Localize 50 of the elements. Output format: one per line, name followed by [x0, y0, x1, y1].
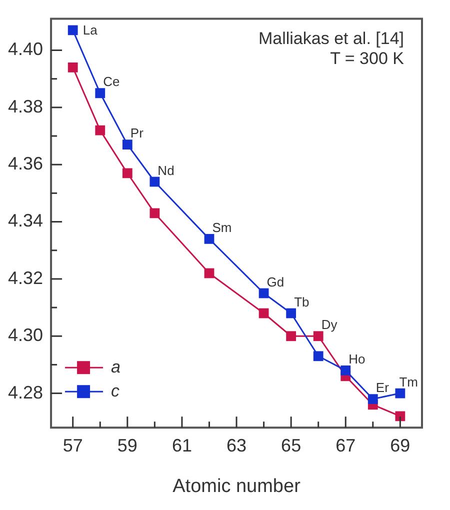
- y-tick-label: 4.34: [8, 210, 44, 231]
- point: [313, 351, 324, 362]
- point: [286, 331, 296, 342]
- point: [204, 268, 214, 278]
- annotation: Ho: [348, 352, 366, 367]
- y-tick-label: 4.36: [8, 154, 44, 174]
- annotation: Gd: [266, 274, 284, 290]
- annotation: La: [82, 22, 98, 38]
- point: [313, 331, 324, 342]
- y-tick-label: 4.40: [8, 39, 44, 60]
- point: [68, 62, 78, 72]
- annotation: Malliakas et al. [14]: [258, 28, 404, 48]
- x-tick-label: 63: [226, 435, 247, 456]
- point: [395, 388, 406, 398]
- y-tick-label: 4.30: [8, 325, 44, 346]
- point: [122, 168, 132, 178]
- x-axis-title: Atomic number: [172, 476, 302, 497]
- y-tick-label: 4.28: [8, 382, 44, 402]
- point: [95, 88, 106, 98]
- x-tick-label: 65: [281, 435, 302, 456]
- annotation: Sm: [212, 220, 232, 235]
- x-tick-label: 57: [62, 435, 83, 456]
- point: [122, 140, 132, 150]
- x-tick-label: 67: [336, 435, 356, 456]
- annotation: Pr: [130, 126, 144, 141]
- x-tick-label: 69: [390, 435, 410, 456]
- point: [368, 394, 378, 404]
- annotation: Nd: [158, 162, 174, 178]
- point: [150, 176, 160, 187]
- x-tick-label: 61: [172, 435, 192, 456]
- y-tick-label: 4.32: [8, 268, 44, 288]
- point: [258, 288, 269, 298]
- legend-label: c: [111, 381, 120, 400]
- annotation: Ce: [103, 74, 120, 90]
- annotation: Tm: [399, 374, 418, 390]
- point: [286, 308, 296, 318]
- point: [258, 308, 269, 318]
- annotation: Dy: [321, 317, 338, 332]
- point: [204, 234, 214, 244]
- point: [68, 25, 78, 36]
- x-tick-label: 59: [117, 435, 138, 456]
- point: [95, 125, 106, 136]
- point: [340, 365, 351, 376]
- point: [150, 208, 160, 218]
- annotation: T = 300 K: [330, 48, 405, 68]
- annotation: Er: [376, 380, 390, 396]
- annotation: Tb: [294, 294, 310, 310]
- point: [395, 411, 406, 422]
- legend-label: a: [111, 357, 120, 376]
- y-tick-label: 4.38: [8, 96, 44, 116]
